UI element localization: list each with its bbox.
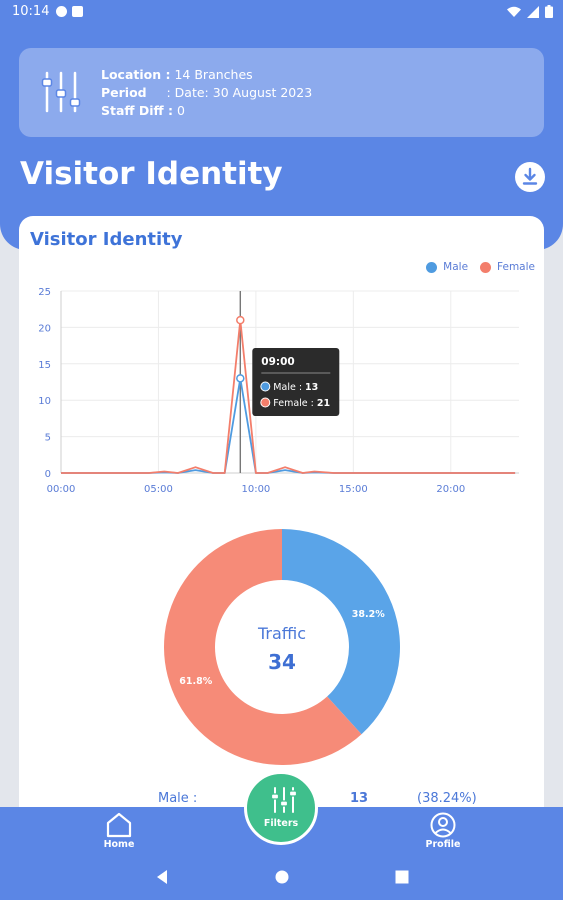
- summary-percent: (38.24%): [417, 791, 477, 806]
- back-icon[interactable]: [154, 868, 170, 886]
- donut-center-label: Traffic: [257, 624, 306, 643]
- sliders-icon: [41, 71, 81, 113]
- y-tick-label: 15: [38, 360, 51, 371]
- highlight-point-female[interactable]: [236, 315, 245, 325]
- header: [0, 24, 563, 250]
- tooltip-background: [252, 348, 340, 416]
- y-tick-label: 0: [45, 469, 51, 480]
- x-tick-label: 05:00: [144, 484, 173, 495]
- donut-chart[interactable]: 38.2% 61.8% Traffic 34: [19, 516, 544, 786]
- download-button[interactable]: [515, 162, 545, 192]
- summary-label: Male :: [158, 791, 198, 806]
- signal-icon: [527, 5, 539, 18]
- line-chart[interactable]: 0 5 10 15 20 25 00:00 05:00 10:00 15:00 20:00 09:00…: [19, 276, 544, 506]
- status-time: 10:14: [12, 4, 50, 19]
- location-line: Location : 14 Branches: [101, 67, 253, 82]
- status-indicators: [507, 5, 553, 18]
- y-tick-label: 10: [38, 396, 51, 407]
- profile-icon: [430, 812, 456, 838]
- chart-legend: Male Female: [426, 261, 535, 273]
- summary-row: Male : 13 (38.24%): [19, 788, 544, 812]
- donut-center-value: 34: [268, 650, 296, 674]
- tooltip-dot: [260, 381, 271, 392]
- nav-home[interactable]: Home: [89, 812, 149, 850]
- notification-app-icon: [56, 6, 67, 17]
- legend-dot-male: [426, 261, 438, 273]
- y-tick-label: 5: [45, 433, 51, 444]
- highlight-point-male[interactable]: [236, 374, 245, 383]
- legend-label-female: Female: [497, 261, 535, 273]
- legend-item-male[interactable]: Male: [426, 261, 468, 273]
- donut-slice-male[interactable]: [282, 529, 400, 735]
- staff-diff-line: Staff Diff : 0: [101, 103, 185, 118]
- nav-home-label: Home: [103, 839, 135, 850]
- legend-label-male: Male: [443, 261, 469, 273]
- legend-item-female[interactable]: Female: [480, 261, 535, 273]
- notification-icons: [56, 6, 83, 17]
- slice-label-female: 61.8%: [179, 676, 212, 687]
- x-tick-label: 00:00: [47, 484, 76, 495]
- system-nav-bar: [0, 855, 563, 900]
- battery-icon: [545, 5, 553, 18]
- y-tick-label: 25: [38, 287, 51, 298]
- download-icon: [522, 167, 538, 185]
- status-bar: 10:14: [0, 0, 563, 24]
- x-tick-label: 15:00: [339, 484, 368, 495]
- period-line: Period : Date: 30 August 2023: [101, 85, 313, 100]
- recents-icon[interactable]: [393, 868, 411, 886]
- tooltip-title: 09:00: [261, 356, 294, 368]
- x-tick-label: 20:00: [436, 484, 465, 495]
- page-title: Visitor Identity: [20, 156, 283, 192]
- tooltip-dot: [260, 397, 271, 408]
- tooltip-row: Female : 21: [273, 398, 330, 409]
- sliders-icon: [270, 787, 298, 813]
- legend-dot-female: [480, 261, 492, 273]
- donut-slice-female[interactable]: [164, 529, 362, 765]
- filter-summary-text: Location : 14 Branches Period : Date: 30…: [101, 66, 312, 120]
- home-circle-icon[interactable]: [273, 868, 291, 886]
- nav-profile-label: Profile: [425, 839, 461, 850]
- chart-tooltip: 09:00 Male : 13 Female : 21: [252, 348, 340, 416]
- slice-label-male: 38.2%: [352, 609, 385, 620]
- card-title: Visitor Identity: [30, 229, 183, 250]
- wifi-icon: [507, 6, 521, 17]
- home-icon: [106, 812, 132, 838]
- y-tick-label: 20: [38, 323, 51, 334]
- fab-label: Filters: [263, 818, 299, 829]
- tooltip-row: Male : 13: [273, 382, 318, 393]
- summary-count: 13: [350, 791, 369, 806]
- filters-fab-button[interactable]: Filters: [244, 771, 318, 845]
- nav-profile[interactable]: Profile: [413, 812, 473, 850]
- x-tick-label: 10:00: [241, 484, 270, 495]
- filter-summary-card[interactable]: Location : 14 Branches Period : Date: 30…: [19, 48, 544, 137]
- visitor-identity-card: Visitor Identity Male Female 0 5 10 15 20 25 0…: [19, 216, 544, 836]
- notification-storage-icon: [72, 6, 83, 17]
